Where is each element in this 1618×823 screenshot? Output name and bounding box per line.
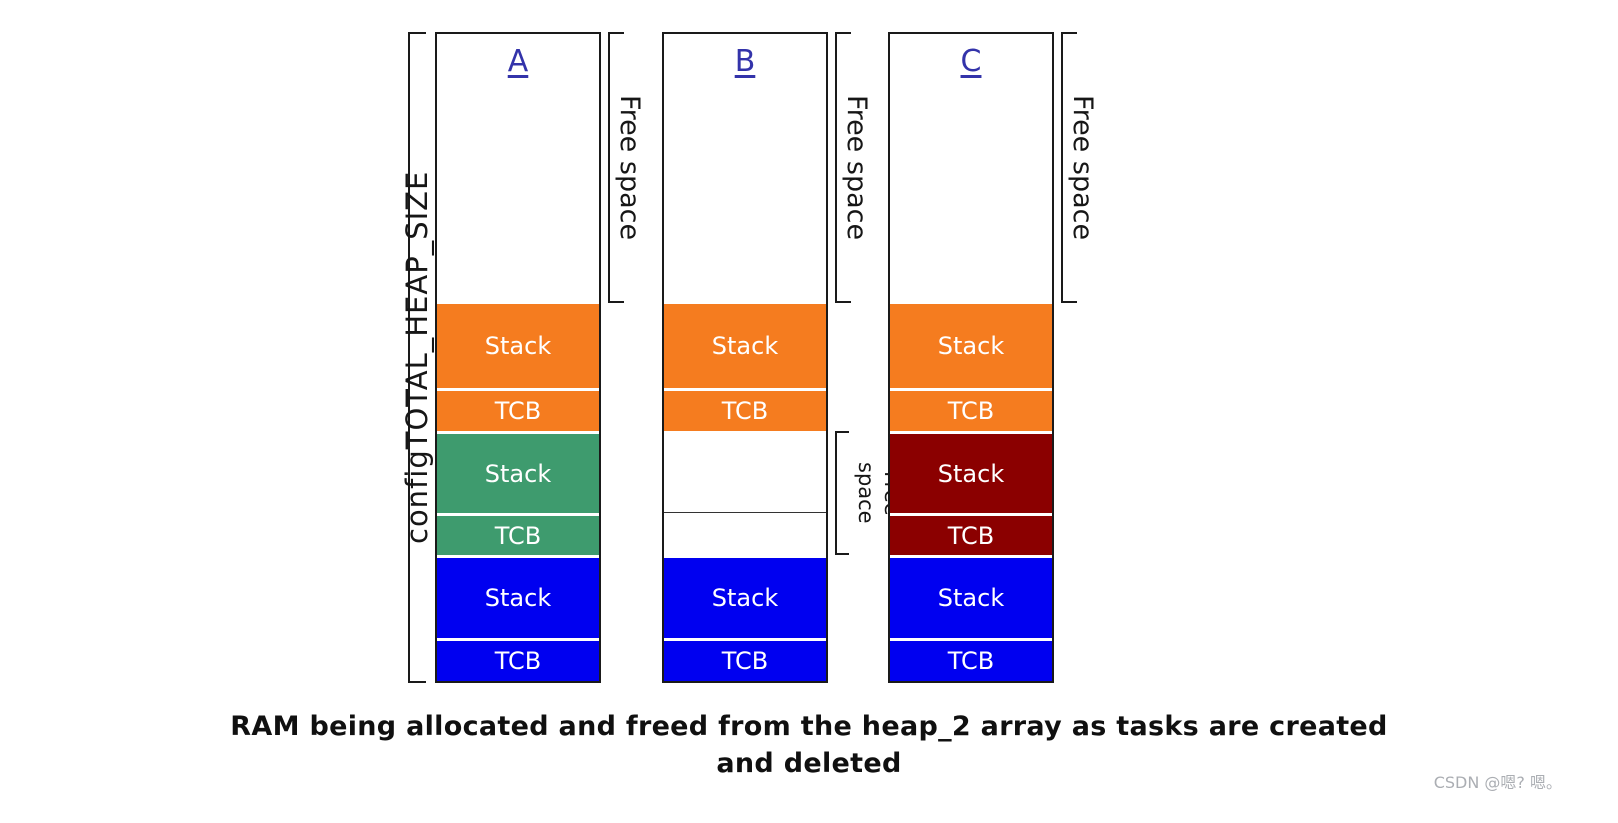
free-space-label-c: Free space: [1067, 94, 1098, 241]
task3-stack-block: Stack: [437, 555, 599, 638]
column-a-label: A: [507, 44, 529, 79]
free-space-label-b: Free space: [841, 94, 872, 241]
free-space-region-c: C: [890, 34, 1052, 301]
memory-column-a: A Stack TCB Stack TCB Stack TCB: [435, 32, 601, 683]
column-c-label: C: [960, 44, 982, 79]
free-space-label-a: Free space: [614, 94, 645, 241]
memory-column-c: C Stack TCB Stack TCB Stack TCB: [888, 32, 1054, 683]
free-space-bracket-b: [835, 32, 851, 303]
task2-tcb-block: TCB: [437, 513, 599, 555]
free-space-bracket-c: [1061, 32, 1077, 303]
csdn-watermark: CSDN @嗯? 嗯。: [1433, 773, 1562, 792]
memory-column-b: B Stack TCB Stack TCB: [662, 32, 828, 683]
figure-caption: RAM being allocated and freed from the h…: [0, 708, 1618, 782]
caption-line-2: and deleted: [716, 748, 902, 779]
task3-stack-block: Stack: [890, 555, 1052, 638]
task3-tcb-block: TCB: [437, 638, 599, 681]
task1-stack-block: Stack: [890, 301, 1052, 388]
heap-size-bracket: [408, 32, 426, 683]
task1-tcb-block: TCB: [890, 388, 1052, 431]
freed-tcb-region: [664, 513, 826, 555]
column-b-label: B: [734, 44, 756, 79]
task1-tcb-block: TCB: [437, 388, 599, 431]
task3-stack-block: Stack: [664, 555, 826, 638]
freed-space-bracket-b: [835, 431, 849, 555]
task1-tcb-block: TCB: [664, 388, 826, 431]
task3-tcb-block: TCB: [890, 638, 1052, 681]
free-space-region-a: A: [437, 34, 599, 301]
task4-tcb-block: TCB: [890, 513, 1052, 555]
heap-size-label: configTOTAL_HEAP_SIZE: [400, 170, 434, 545]
task2-stack-block: Stack: [437, 431, 599, 513]
task1-stack-block: Stack: [437, 301, 599, 388]
task1-stack-block: Stack: [664, 301, 826, 388]
task3-tcb-block: TCB: [664, 638, 826, 681]
free-space-region-b: B: [664, 34, 826, 301]
task4-stack-block: Stack: [890, 431, 1052, 513]
free-space-bracket-a: [608, 32, 624, 303]
freed-stack-region: [664, 431, 826, 513]
caption-line-1: RAM being allocated and freed from the h…: [230, 711, 1388, 742]
